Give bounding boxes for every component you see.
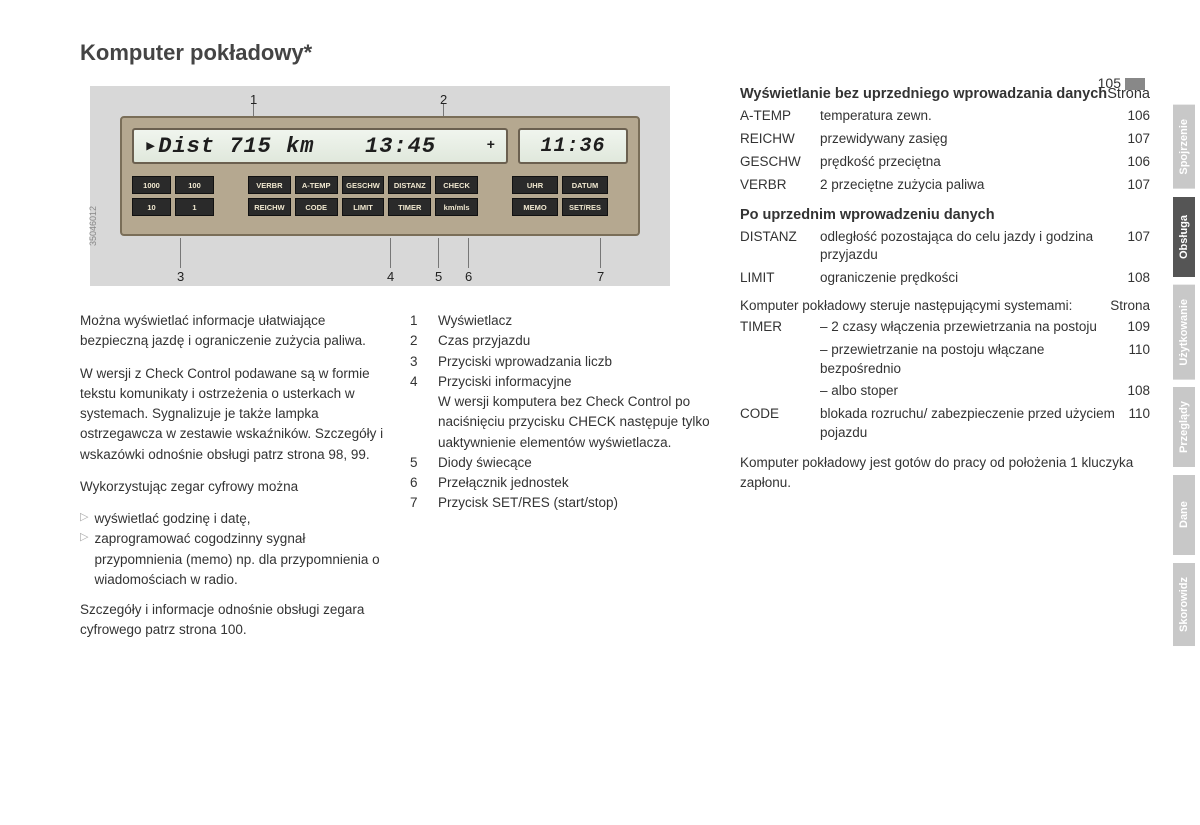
device-figure: 35046012 1 2 ▸Dist 715 km 13:45 + 11:36: [90, 86, 670, 286]
lcd-dist: ▸Dist 715 km: [144, 133, 314, 159]
btn-reichw[interactable]: REICHW: [248, 198, 291, 216]
clock-group: UHR DATUM MEMO SET/RES: [512, 176, 608, 216]
btn-geschw[interactable]: GESCHW: [342, 176, 385, 194]
callout-4: 4: [387, 269, 394, 284]
para-after: Szczegóły i informacje odnośnie obsługi …: [80, 600, 390, 641]
sec1-head: Wyświetlanie bez uprzedniego wprowadzani…: [740, 86, 1150, 102]
lcd-clock: 11:36: [518, 128, 628, 164]
numpad-group: 1000 100 10 1: [132, 176, 214, 216]
para-2: W wersji z Check Control podawane są w f…: [80, 364, 390, 465]
btn-100[interactable]: 100: [175, 176, 214, 194]
btn-atemp[interactable]: A-TEMP: [295, 176, 338, 194]
legend-col: 1Wyświetlacz2Czas przyjazdu3Przyciski wp…: [410, 311, 720, 653]
lcd-main: ▸Dist 715 km 13:45 +: [132, 128, 508, 164]
ref-row: CODEblokada rozruchu/ zabezpieczenie prz…: [740, 403, 1150, 445]
btn-kmmls[interactable]: km/mls: [435, 198, 478, 216]
legend-item: 2Czas przyjazdu: [410, 331, 720, 351]
footer-note: Komputer pokładowy jest gotów do pracy o…: [740, 453, 1150, 492]
side-tab[interactable]: Skorowidz: [1173, 563, 1195, 646]
bullet-1: wyświetlać godzinę i datę,: [80, 509, 390, 529]
ref-row: TIMER– 2 czasy włączenia przewietrzania …: [740, 316, 1150, 339]
legend-item: 3Przyciski wprowadzania liczb: [410, 352, 720, 372]
page-title: Komputer pokładowy*: [80, 40, 1150, 66]
callout-5: 5: [435, 269, 442, 284]
description-col: Można wyświetlać informacje ułatwiające …: [80, 311, 390, 653]
para-1: Można wyświetlać informacje ułatwiające …: [80, 311, 390, 352]
callout-7: 7: [597, 269, 604, 284]
legend-item: 7Przycisk SET/RES (start/stop): [410, 493, 720, 513]
ref-row: LIMITograniczenie prędkości108: [740, 267, 1150, 290]
ref-row: – albo stoper108: [740, 380, 1150, 403]
btn-distanz[interactable]: DISTANZ: [388, 176, 431, 194]
btn-memo[interactable]: MEMO: [512, 198, 558, 216]
btn-timer[interactable]: TIMER: [388, 198, 431, 216]
lcd-time: 13:45: [365, 134, 436, 159]
btn-check[interactable]: CHECK: [435, 176, 478, 194]
reference-col: Wyświetlanie bez uprzedniego wprowadzani…: [740, 86, 1150, 653]
sec3-note: Komputer pokładowy steruje następującymi…: [740, 296, 1150, 316]
info-group: VERBR A-TEMP GESCHW DISTANZ CHECK REICHW…: [248, 176, 478, 216]
side-tab[interactable]: Użytkowanie: [1173, 285, 1195, 380]
btn-1[interactable]: 1: [175, 198, 214, 216]
ref-row: GESCHWprędkość przeciętna106: [740, 151, 1150, 174]
sec2-head: Po uprzednim wprowadzeniu danych: [740, 207, 1150, 223]
callout-3: 3: [177, 269, 184, 284]
legend-item: 6Przełącznik jednostek: [410, 473, 720, 493]
side-tab[interactable]: Przeglądy: [1173, 387, 1195, 467]
lcd-plus: +: [487, 138, 496, 154]
ref-row: REICHWprzewidywany zasięg107: [740, 128, 1150, 151]
ref-row: – przewietrzanie na postoju włączane bez…: [740, 339, 1150, 381]
para-3: Wykorzystując zegar cyfrowy można: [80, 477, 390, 497]
bullet-2: zaprogramować cogodzinny sygnał przypomn…: [80, 529, 390, 590]
btn-verbr[interactable]: VERBR: [248, 176, 291, 194]
side-tab[interactable]: Spojrzenie: [1173, 105, 1195, 189]
side-tabs: Spojrzenie Obsługa Użytkowanie Przeglądy Dan…: [1173, 105, 1195, 646]
side-tab[interactable]: Dane: [1173, 475, 1195, 555]
ref-row: VERBR2 przeciętne zużycia paliwa107: [740, 174, 1150, 197]
ref-code: 35046012: [88, 206, 98, 246]
side-tab[interactable]: Obsługa: [1173, 197, 1195, 277]
btn-code[interactable]: CODE: [295, 198, 338, 216]
btn-limit[interactable]: LIMIT: [342, 198, 385, 216]
btn-datum[interactable]: DATUM: [562, 176, 608, 194]
btn-setres[interactable]: SET/RES: [562, 198, 608, 216]
legend-item: 4Przyciski informacyjneW wersji komputer…: [410, 372, 720, 453]
legend-item: 5Diody świecące: [410, 453, 720, 473]
ref-row: A-TEMPtemperatura zewn.106: [740, 105, 1150, 128]
btn-10[interactable]: 10: [132, 198, 171, 216]
btn-1000[interactable]: 1000: [132, 176, 171, 194]
callout-6: 6: [465, 269, 472, 284]
page-number: 105: [1098, 75, 1145, 91]
ref-row: DISTANZodległość pozostająca do celu jaz…: [740, 226, 1150, 268]
legend-item: 1Wyświetlacz: [410, 311, 720, 331]
btn-uhr[interactable]: UHR: [512, 176, 558, 194]
